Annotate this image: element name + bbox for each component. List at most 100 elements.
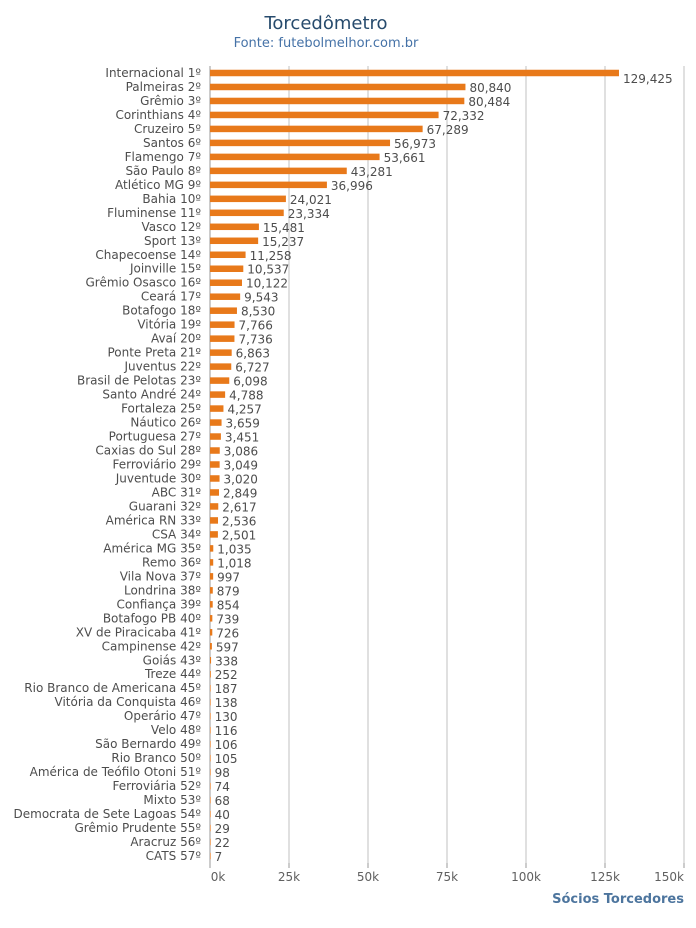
- category-label: Campinense 42º: [102, 639, 202, 653]
- value-label: 36,996: [331, 179, 373, 193]
- category-label: São Bernardo 49º: [95, 737, 201, 751]
- category-label: Rio Branco 50º: [111, 751, 201, 765]
- category-label: Santos 6º: [143, 136, 201, 150]
- value-label: 4,788: [229, 389, 263, 403]
- category-label: América MG 35º: [103, 541, 201, 555]
- category-label: Vitória 19º: [137, 318, 201, 332]
- category-label: Brasil de Pelotas 23º: [77, 374, 201, 388]
- value-label: 24,021: [290, 193, 332, 207]
- bar: [210, 139, 391, 147]
- bar: [210, 670, 211, 678]
- value-label: 187: [215, 682, 238, 696]
- category-label: América RN 33º: [106, 513, 202, 527]
- category-label: Ceará 17º: [141, 290, 201, 304]
- value-label: 106: [215, 738, 238, 752]
- bar: [210, 643, 212, 650]
- value-label: 7,766: [239, 319, 273, 333]
- category-label: Grêmio 3º: [140, 94, 201, 108]
- bar: [210, 153, 380, 161]
- bar: [210, 125, 423, 133]
- category-label: Grêmio Prudente 55º: [74, 821, 201, 835]
- bar: [210, 629, 213, 636]
- category-label: Ponte Preta 21º: [107, 346, 201, 360]
- bar: [210, 83, 466, 91]
- tick-label: 25k: [278, 870, 300, 884]
- bar: [210, 363, 232, 370]
- value-label: 6,863: [236, 347, 270, 361]
- category-label: Joinville 15º: [129, 262, 201, 276]
- value-label: 43,281: [351, 165, 393, 179]
- value-label: 116: [215, 724, 238, 738]
- category-label: Remo 36º: [142, 555, 201, 569]
- category-label: Flamengo 7º: [125, 150, 202, 164]
- value-label: 2,617: [222, 500, 256, 514]
- value-label: 130: [215, 710, 238, 724]
- bar: [210, 251, 246, 259]
- bar: [210, 838, 211, 846]
- category-label: Botafogo PB 40º: [103, 611, 202, 625]
- bar: [210, 740, 211, 748]
- category-label: Caxias do Sul 28º: [95, 444, 201, 458]
- value-label: 53,661: [384, 151, 426, 165]
- bar: [210, 824, 211, 832]
- bar: [210, 796, 211, 804]
- value-label: 23,334: [288, 207, 330, 221]
- value-label: 338: [215, 654, 238, 668]
- bar: [210, 321, 235, 328]
- value-label: 10,537: [247, 263, 289, 277]
- bar: [210, 810, 211, 818]
- value-label: 2,536: [222, 514, 256, 528]
- bar: [210, 111, 439, 119]
- bar: [210, 782, 211, 790]
- bar: [210, 167, 347, 175]
- bar: [210, 698, 211, 706]
- bar: [210, 461, 220, 468]
- category-label: Rio Branco de Americana 45º: [24, 681, 201, 695]
- value-label: 6,727: [235, 361, 269, 375]
- value-label: 22: [215, 836, 230, 850]
- bar: [210, 531, 218, 538]
- value-label: 2,849: [223, 486, 257, 500]
- value-label: 3,020: [224, 472, 258, 486]
- value-label: 138: [215, 696, 238, 710]
- category-label: Botafogo 18º: [122, 304, 201, 318]
- value-label: 739: [216, 612, 239, 626]
- value-label: 68: [215, 794, 230, 808]
- value-label: 7: [215, 850, 223, 864]
- chart-subtitle: Fonte: futebolmelhor.com.br: [234, 36, 419, 51]
- bar: [210, 573, 214, 580]
- value-label: 80,484: [468, 95, 510, 109]
- value-label: 72,332: [443, 109, 485, 123]
- bar: [210, 587, 213, 594]
- category-label: Náutico 26º: [130, 416, 201, 430]
- category-label: Vila Nova 37º: [120, 569, 202, 583]
- value-label: 2,501: [222, 528, 256, 542]
- tick-label: 75k: [436, 870, 458, 884]
- value-label: 9,543: [244, 291, 278, 305]
- category-label: Sport 13º: [144, 234, 201, 248]
- value-label: 15,237: [262, 235, 304, 249]
- bar: [210, 377, 230, 384]
- bar: [210, 237, 259, 245]
- bar: [210, 503, 219, 510]
- tick-label: 125k: [590, 870, 620, 884]
- category-label: CATS 57º: [146, 849, 202, 863]
- category-label: Operário 47º: [124, 709, 201, 723]
- bar: [210, 405, 224, 412]
- value-label: 67,289: [427, 123, 469, 137]
- category-label: Internacional 1º: [105, 66, 201, 80]
- category-label: América de Teófilo Otoni 51º: [30, 765, 202, 779]
- bar: [210, 195, 286, 203]
- bar: [210, 475, 220, 482]
- bar: [210, 657, 212, 664]
- value-label: 40: [215, 808, 230, 822]
- category-label: Cruzeiro 5º: [134, 122, 201, 136]
- bar: [210, 97, 465, 105]
- bar: [210, 726, 211, 734]
- bar: [210, 684, 211, 692]
- category-label: Chapecoense 14º: [95, 248, 201, 262]
- category-label: Juventus 22º: [123, 360, 201, 374]
- category-label: Palmeiras 2º: [126, 80, 202, 94]
- value-label: 3,451: [225, 431, 259, 445]
